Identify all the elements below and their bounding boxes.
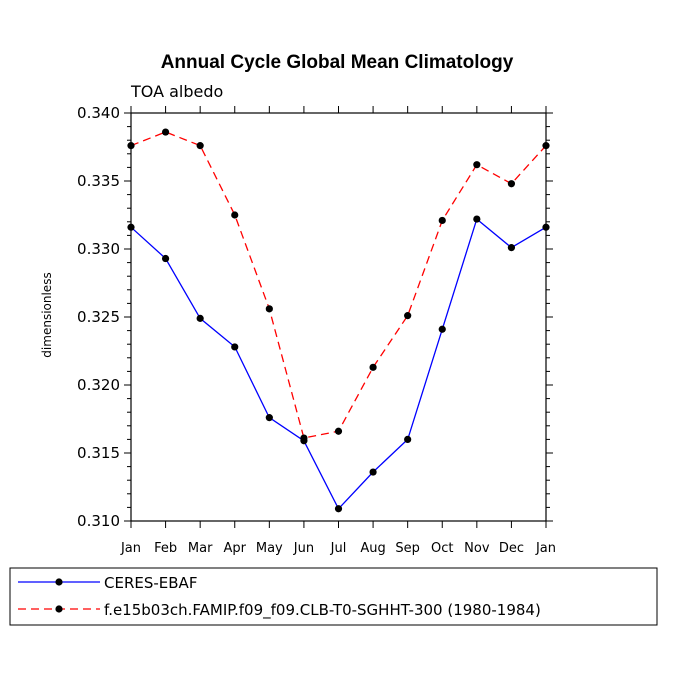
legend-box: [9, 567, 658, 626]
chart-title: Annual Cycle Global Mean Climatology: [161, 52, 514, 73]
x-tick-label: Jul: [330, 541, 347, 556]
legend-label-ceres: CERES-EBAF: [104, 574, 197, 592]
data-point-1: [507, 180, 516, 188]
y-tick-label: 0.330: [77, 240, 120, 258]
data-point-0: [196, 314, 204, 322]
data-point-1: [438, 216, 446, 225]
data-point-0: [438, 325, 446, 333]
legend-entry-ceres: CERES-EBAF: [18, 574, 197, 592]
data-point-0: [404, 435, 412, 443]
x-tick-label: Nov: [464, 541, 490, 556]
x-tick-label: May: [256, 541, 283, 556]
data-point-1: [161, 128, 170, 136]
x-tick-label: Sep: [395, 541, 420, 556]
legend-marker-ceres: [55, 578, 63, 586]
y-tick-label: 0.315: [77, 444, 120, 462]
x-tick-label: Jun: [293, 541, 314, 556]
legend-label-model: f.e15b03ch.FAMIP.f09_f09.CLB-T0-SGHHT-30…: [104, 601, 541, 620]
legend: CERES-EBAF f.e15b03ch.FAMIP.f09_f09.CLB-…: [9, 567, 658, 626]
data-point-0: [369, 468, 377, 476]
data-point-1: [473, 161, 481, 169]
data-point-0: [507, 244, 516, 252]
chart-subtitle: TOA albedo: [130, 82, 223, 101]
data-point-0: [265, 414, 273, 422]
series-lines: [127, 128, 550, 513]
series-line-1: [130, 131, 547, 439]
x-tick-label: Feb: [154, 541, 177, 556]
y-tick-label: 0.325: [77, 308, 120, 326]
data-point-0: [334, 505, 343, 513]
data-point-1: [127, 142, 135, 150]
data-point-0: [231, 343, 239, 351]
x-tick-label: Oct: [431, 541, 453, 556]
y-axis-label: dimensionless: [40, 272, 54, 357]
data-point-0: [542, 223, 550, 231]
series-line-0: [130, 217, 547, 510]
data-point-1: [404, 312, 412, 320]
y-tick-label: 0.310: [77, 512, 120, 530]
plot-frame: [130, 112, 547, 522]
data-point-0: [473, 215, 481, 223]
x-tick-label: Jan: [120, 541, 141, 556]
data-point-1: [231, 211, 239, 219]
data-point-1: [334, 427, 343, 435]
data-point-1: [300, 434, 308, 442]
y-tick-label: 0.320: [77, 376, 120, 394]
x-tick-label: Mar: [188, 541, 213, 556]
data-point-0: [161, 254, 170, 263]
legend-entry-model: f.e15b03ch.FAMIP.f09_f09.CLB-T0-SGHHT-30…: [18, 601, 541, 620]
axes: 0.310 0.315 0.320 0.325 0.330 0.335 0.340 Jan Fe…: [77, 104, 556, 556]
y-tick-label: 0.335: [77, 172, 120, 190]
data-point-1: [265, 305, 273, 313]
x-tick-label: Dec: [499, 541, 524, 556]
data-point-0: [127, 223, 135, 231]
x-tick-label: Apr: [224, 541, 247, 556]
data-point-1: [542, 142, 550, 150]
x-tick-label: Jan: [535, 541, 556, 556]
data-point-1: [196, 142, 204, 150]
x-tick-label: Aug: [360, 541, 385, 556]
y-tick-label: 0.340: [77, 104, 120, 122]
data-point-1: [369, 363, 377, 371]
legend-marker-model: [55, 605, 63, 613]
